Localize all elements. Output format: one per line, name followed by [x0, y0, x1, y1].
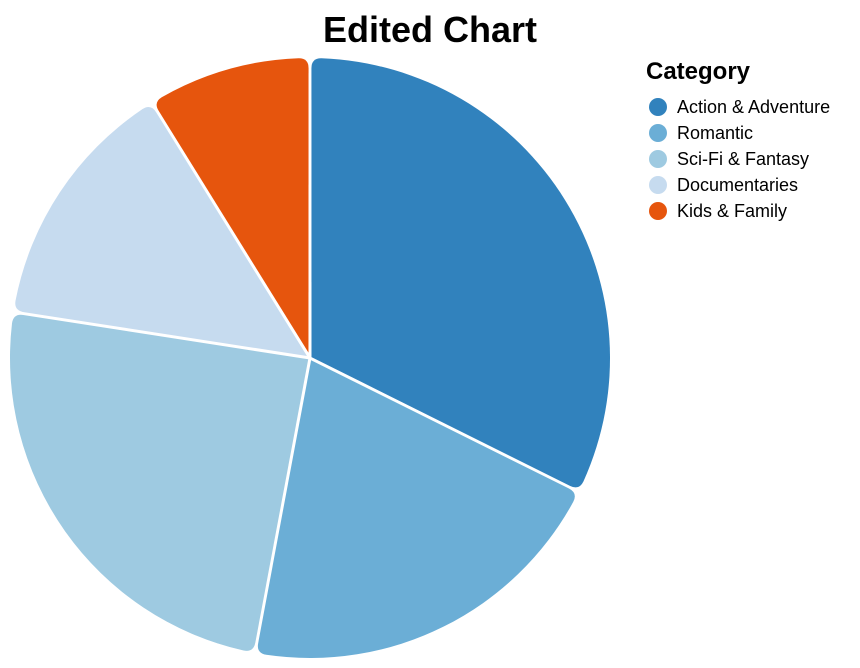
legend: Category Action & Adventure Romantic Sci-F…: [646, 58, 830, 221]
pie-slice-sci-fi-fantasy: [9, 314, 309, 651]
pie-slices: [9, 58, 611, 659]
legend-item-sci-fi-fantasy: Sci-Fi & Fantasy: [649, 149, 809, 169]
legend-item-romantic: Romantic: [649, 123, 753, 143]
legend-item-action-adventure: Action & Adventure: [649, 97, 830, 117]
legend-item-kids-family: Kids & Family: [649, 201, 787, 221]
legend-label: Sci-Fi & Fantasy: [677, 149, 809, 169]
legend-swatch: [649, 176, 667, 194]
legend-title: Category: [646, 58, 751, 85]
pie-slice-romantic: [257, 360, 575, 659]
legend-items: Action & Adventure Romantic Sci-Fi & Fanta…: [649, 97, 830, 221]
pie-slice-documentaries: [15, 107, 307, 356]
legend-swatch: [649, 124, 667, 142]
legend-swatch: [649, 150, 667, 168]
legend-label: Action & Adventure: [677, 97, 830, 117]
pie-slice-action-adventure: [311, 58, 611, 488]
chart-title: Edited Chart: [323, 9, 537, 50]
legend-label: Romantic: [677, 123, 753, 143]
legend-item-documentaries: Documentaries: [649, 175, 798, 195]
legend-label: Kids & Family: [677, 201, 787, 221]
legend-swatch: [649, 98, 667, 116]
legend-swatch: [649, 202, 667, 220]
legend-label: Documentaries: [677, 175, 798, 195]
pie-slice-kids-family: [156, 58, 309, 353]
